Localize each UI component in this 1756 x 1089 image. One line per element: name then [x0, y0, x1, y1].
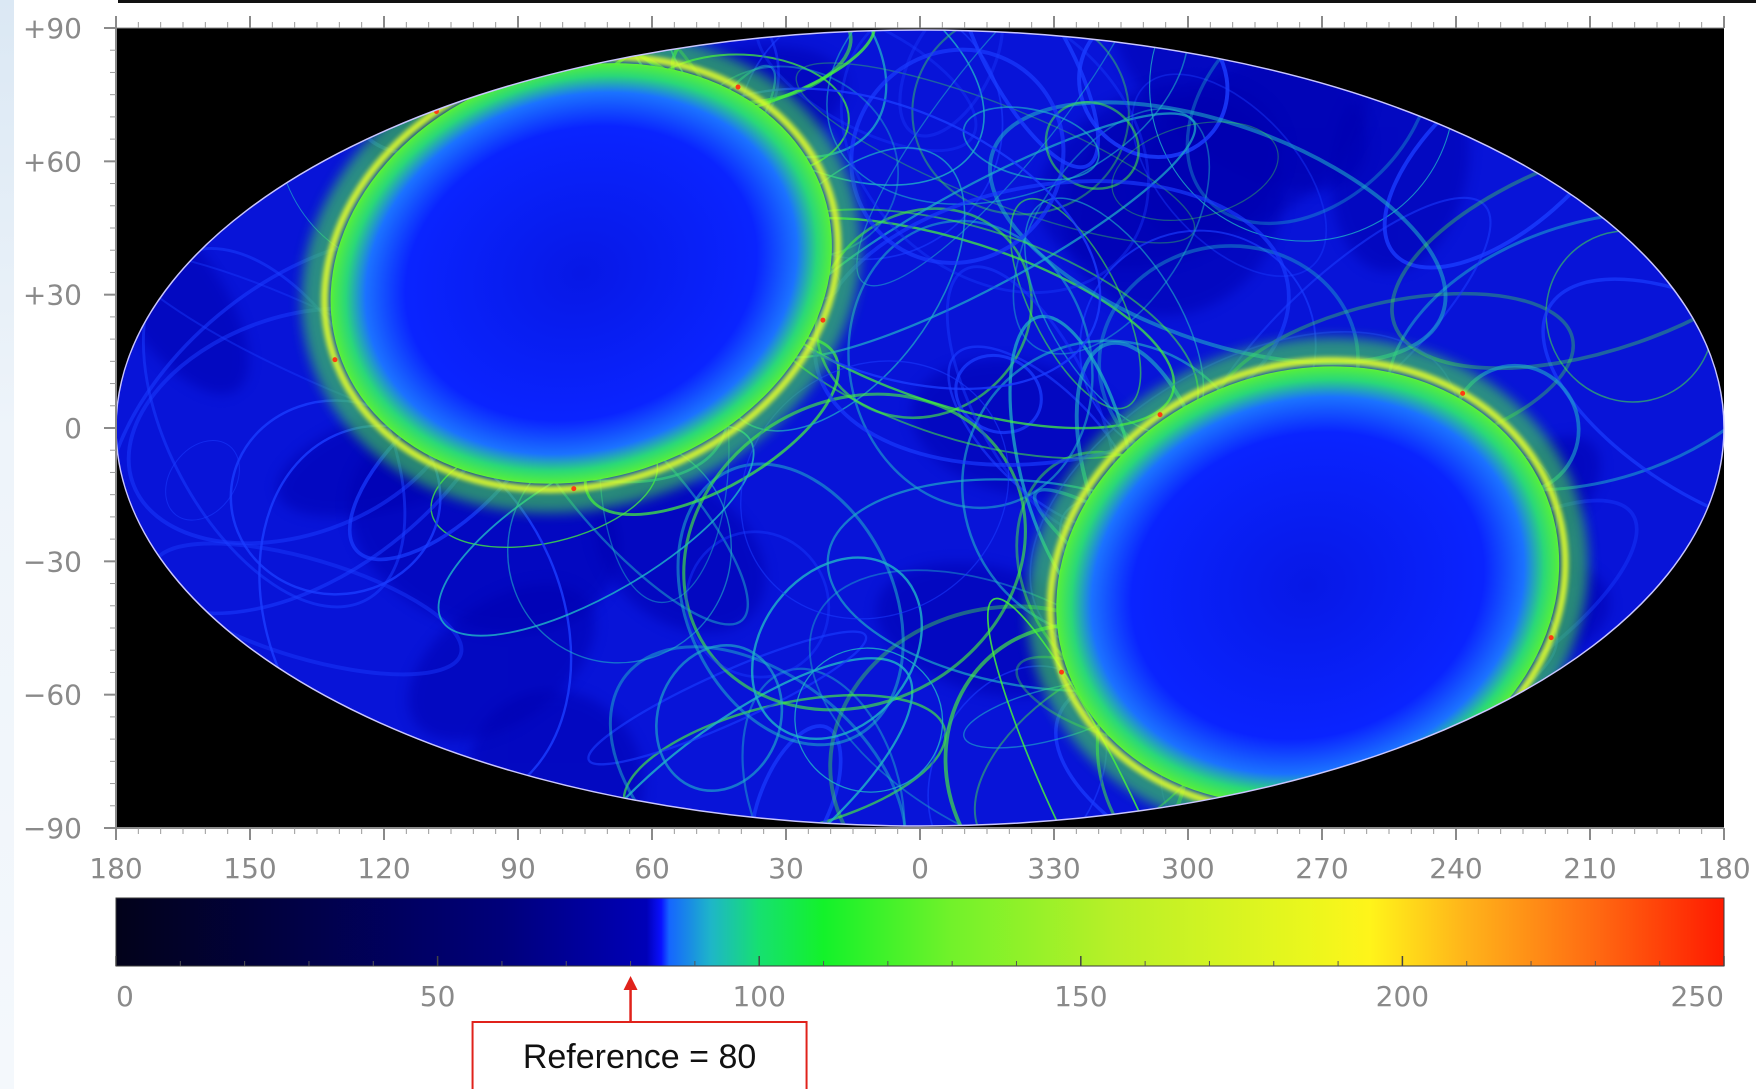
colorbar-tick-label: 150: [1054, 980, 1107, 1013]
y-tick-label: −60: [23, 679, 82, 712]
x-tick-label: 30: [768, 852, 804, 885]
colorbar: 0 50 100 150 200 250: [116, 898, 1724, 1013]
x-tick-label: 270: [1295, 852, 1348, 885]
x-tick-label: 210: [1563, 852, 1616, 885]
x-tick-label: 150: [223, 852, 276, 885]
y-tick-label: −30: [23, 545, 82, 578]
x-tick-label: 330: [1027, 852, 1080, 885]
x-tick-label: 120: [357, 852, 410, 885]
y-tick-label: +30: [23, 279, 82, 312]
x-tick-label: 180: [89, 852, 142, 885]
y-tick-label: −90: [23, 812, 82, 845]
colorbar-tick-label: 0: [116, 980, 134, 1013]
colorbar-tick-label: 50: [420, 980, 456, 1013]
x-tick-label: 60: [634, 852, 670, 885]
x-tick-label: 300: [1161, 852, 1214, 885]
colorbar-tick-label: 250: [1671, 980, 1724, 1013]
x-tick-label: 180: [1697, 852, 1750, 885]
y-ticks: +90 +60 +30 0 −30 −60 −90: [23, 12, 116, 845]
y-tick-label: +90: [23, 12, 82, 45]
reference-arrowhead: [624, 976, 638, 990]
x-tick-label: 240: [1429, 852, 1482, 885]
colorbar-tick-label: 200: [1376, 980, 1429, 1013]
colorbar-tick-label: 100: [732, 980, 785, 1013]
y-tick-label: +60: [23, 145, 82, 178]
x-tick-label: 0: [911, 852, 929, 885]
reference-label: Reference = 80: [523, 1038, 756, 1076]
x-tick-label: 90: [500, 852, 536, 885]
colorbar-gradient: [116, 898, 1724, 966]
y-tick-label: 0: [64, 412, 82, 445]
